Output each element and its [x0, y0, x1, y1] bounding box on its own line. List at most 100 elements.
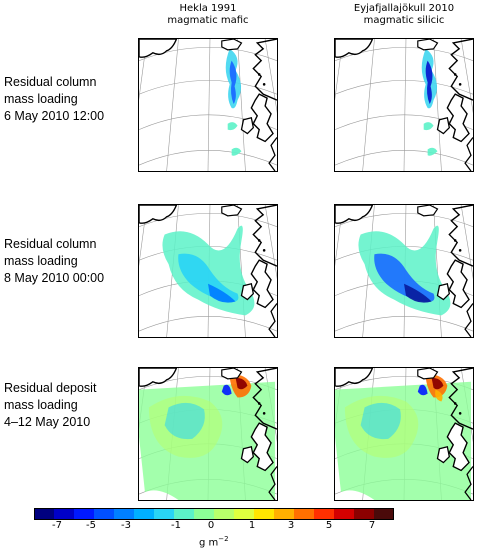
colorbar-swatch — [254, 508, 275, 520]
graticule-line — [139, 150, 277, 166]
column-heading-eyjafjallajokull: Eyjafjallajökull 2010 magmatic silicic — [334, 3, 474, 27]
graticule-line — [139, 213, 277, 227]
iceland-coast — [417, 39, 439, 51]
column-heading-line2: magmatic mafic — [167, 15, 249, 26]
colorbar-frame — [34, 508, 394, 520]
norway-coast — [252, 368, 277, 430]
island-dot — [453, 73, 457, 76]
ireland-coast — [240, 446, 255, 464]
colorbar-swatch — [134, 508, 155, 520]
norway-coast — [252, 205, 277, 267]
colorbar-tick-label: -7 — [52, 520, 62, 531]
graticule-line — [403, 39, 407, 171]
colorbar-tick-label: 3 — [287, 520, 295, 531]
iceland-coast — [221, 39, 243, 51]
deposit-low — [417, 384, 428, 396]
graticule-line — [139, 47, 277, 61]
island-dot — [453, 402, 457, 405]
colorbar-swatch — [234, 508, 255, 520]
row-label-line3: 6 May 2010 12:00 — [4, 109, 105, 123]
column-heading-line1: Hekla 1991 — [179, 3, 237, 14]
graticule-line — [335, 80, 473, 95]
row-label-line3: 4–12 May 2010 — [4, 415, 91, 429]
iceland-coast — [221, 368, 243, 380]
graticule-line — [433, 39, 442, 171]
deposit-negative — [164, 402, 205, 440]
ireland-coast — [436, 283, 451, 301]
deposit-low — [221, 384, 232, 396]
row-label-line1: Residual column — [4, 237, 97, 251]
plume-core — [208, 283, 236, 303]
colorbar-tick-label: 1 — [248, 520, 256, 531]
colorbar — [34, 508, 394, 520]
iceland-coast — [417, 368, 439, 380]
map-panel-eyja-8may — [334, 204, 474, 338]
island-dot — [257, 402, 261, 405]
graticule-line — [362, 39, 375, 171]
map-canvas — [139, 205, 277, 337]
europe-coast — [268, 137, 277, 171]
britain-coast — [446, 422, 470, 472]
map-canvas — [335, 39, 473, 171]
row-label-column-6may: Residual column mass loading 6 May 2010 … — [4, 74, 134, 125]
map-panel-hekla-deposit — [138, 367, 278, 501]
graticule-line — [335, 39, 344, 101]
colorbar-unit-text: g m — [199, 537, 219, 549]
island-dot — [458, 412, 462, 415]
colorbar-swatch — [354, 508, 375, 520]
island-dot — [458, 249, 462, 252]
island-dot — [262, 412, 266, 415]
graticule-line — [139, 205, 148, 267]
island-dot — [262, 83, 266, 86]
island-dot — [257, 239, 261, 242]
europe-coast — [268, 466, 277, 500]
colorbar-swatch — [374, 508, 394, 520]
colorbar-swatch — [274, 508, 295, 520]
graticule-line — [237, 39, 246, 171]
norway-coast — [448, 368, 473, 430]
colorbar-tick-label: -3 — [121, 520, 131, 531]
greenland-coast — [139, 39, 178, 58]
colorbar-unit: g m−2 — [199, 535, 229, 548]
map-panel-hekla-8may — [138, 204, 278, 338]
colorbar-swatch — [174, 508, 195, 520]
ireland-coast — [240, 283, 255, 301]
island-dot — [453, 239, 457, 242]
column-heading-hekla: Hekla 1991 magmatic mafic — [138, 3, 278, 27]
map-canvas — [139, 368, 277, 500]
graticule-line — [207, 39, 211, 171]
deposit-peak — [235, 377, 248, 390]
colorbar-tick-label: 7 — [368, 520, 376, 531]
colorbar-tick-label: -5 — [86, 520, 96, 531]
colorbar-swatch — [94, 508, 115, 520]
column-heading-line1: Eyjafjallajökull 2010 — [353, 3, 455, 14]
deposit-peak — [431, 377, 444, 390]
plume-core — [404, 283, 432, 303]
colorbar-swatch — [194, 508, 215, 520]
graticule-line — [335, 150, 473, 166]
colorbar-tick-label: 5 — [325, 520, 333, 531]
row-label-column-8may: Residual column mass loading 8 May 2010 … — [4, 236, 134, 287]
ireland-coast — [436, 446, 451, 464]
row-label-line2: mass loading — [4, 92, 78, 106]
map-canvas — [335, 368, 473, 500]
map-canvas — [335, 205, 473, 337]
plume-core — [229, 60, 237, 105]
row-label-line3: 8 May 2010 00:00 — [4, 271, 105, 285]
ireland-coast — [240, 117, 255, 135]
norway-coast — [448, 39, 473, 101]
plume-core — [425, 60, 433, 105]
island-dot — [257, 73, 261, 76]
colorbar-swatch — [34, 508, 55, 520]
map-panel-eyja-6may — [334, 38, 474, 172]
iceland-coast — [221, 205, 243, 217]
colorbar-swatch — [114, 508, 135, 520]
row-label-line1: Residual column — [4, 75, 97, 89]
row-label-line2: mass loading — [4, 398, 78, 412]
britain-coast — [446, 93, 470, 143]
iceland-coast — [417, 205, 439, 217]
greenland-coast — [139, 368, 178, 387]
europe-coast — [268, 303, 277, 337]
colorbar-swatch — [74, 508, 95, 520]
colorbar-tick-label: -1 — [171, 520, 181, 531]
